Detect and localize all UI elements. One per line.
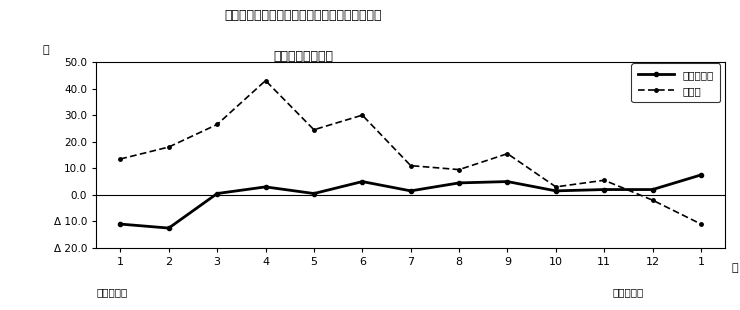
Text: （規樯５人以上）: （規樯５人以上） (273, 50, 334, 63)
調査産業計 (261, 185, 270, 189)
製造業 (406, 164, 415, 167)
調査産業計 (454, 181, 463, 185)
Text: 平成２５年: 平成２５年 (613, 288, 644, 298)
製造業 (696, 222, 705, 226)
調査産業計 (116, 222, 125, 226)
Text: 平成２４年: 平成２４年 (96, 288, 127, 298)
製造業 (600, 178, 609, 182)
Text: ％: ％ (43, 45, 49, 55)
製造業 (164, 145, 173, 149)
調査産業計 (358, 180, 367, 184)
製造業 (116, 157, 125, 161)
調査産業計 (309, 192, 318, 195)
Line: 製造業: 製造業 (118, 79, 703, 226)
製造業 (212, 122, 221, 126)
製造業 (261, 79, 270, 82)
製造業 (358, 113, 367, 117)
Text: 第２図　所定外労働時間　対前年同月比の推移: 第２図 所定外労働時間 対前年同月比の推移 (225, 9, 382, 22)
調査産業計 (600, 188, 609, 191)
調査産業計 (406, 189, 415, 193)
Line: 調査産業計: 調査産業計 (118, 173, 703, 230)
調査産業計 (648, 188, 657, 191)
製造業 (454, 168, 463, 171)
Legend: 調査産業計, 製造業: 調査産業計, 製造業 (631, 64, 720, 102)
製造業 (648, 198, 657, 202)
調査産業計 (164, 226, 173, 230)
製造業 (503, 152, 512, 156)
Text: 月: 月 (731, 263, 738, 273)
調査産業計 (503, 180, 512, 184)
調査産業計 (551, 189, 560, 193)
調査産業計 (696, 173, 705, 177)
製造業 (551, 185, 560, 189)
調査産業計 (212, 192, 221, 195)
製造業 (309, 128, 318, 132)
